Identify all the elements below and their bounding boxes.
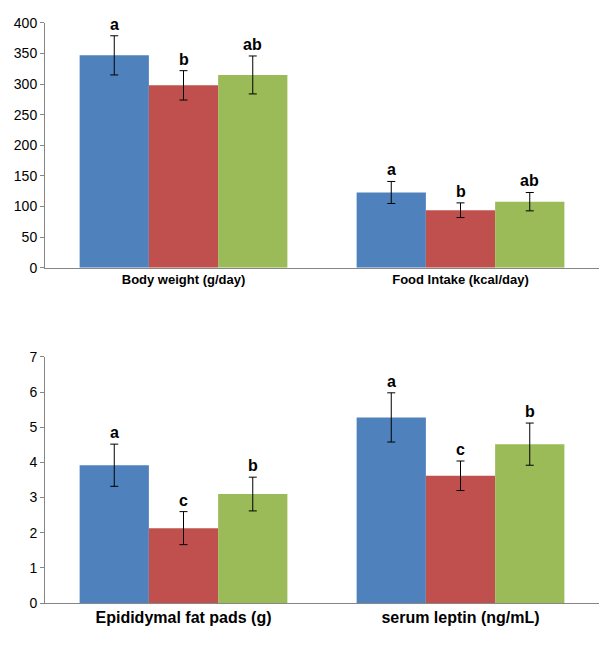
svg-text:250: 250 [14, 107, 38, 123]
svg-text:50: 50 [22, 229, 38, 245]
svg-text:7: 7 [29, 349, 37, 365]
svg-text:6: 6 [29, 384, 37, 400]
svg-text:b: b [525, 403, 535, 420]
svg-text:150: 150 [14, 168, 38, 184]
svg-text:350: 350 [14, 45, 38, 61]
svg-text:400: 400 [14, 15, 38, 31]
svg-text:4: 4 [29, 454, 37, 470]
svg-text:ab: ab [520, 172, 539, 189]
svg-text:0: 0 [29, 595, 37, 611]
svg-text:5: 5 [29, 419, 37, 435]
svg-text:300: 300 [14, 76, 38, 92]
svg-text:a: a [387, 373, 396, 390]
svg-text:1: 1 [29, 560, 37, 576]
svg-text:b: b [456, 183, 466, 200]
svg-text:c: c [179, 492, 188, 509]
svg-text:Epididymal fat pads (g): Epididymal fat pads (g) [95, 609, 271, 626]
svg-text:a: a [387, 161, 396, 178]
svg-text:serum leptin (ng/mL): serum leptin (ng/mL) [381, 609, 539, 626]
svg-text:Food Intake (kcal/day): Food Intake (kcal/day) [392, 272, 529, 287]
svg-text:Body weight (g/day): Body weight (g/day) [122, 272, 246, 287]
svg-text:0: 0 [29, 260, 37, 276]
svg-text:2: 2 [29, 525, 37, 541]
svg-text:100: 100 [14, 198, 38, 214]
svg-text:a: a [110, 424, 119, 441]
svg-text:3: 3 [29, 489, 37, 505]
svg-text:a: a [110, 16, 119, 33]
svg-text:c: c [456, 441, 465, 458]
svg-text:200: 200 [14, 137, 38, 153]
svg-text:ab: ab [243, 36, 262, 53]
svg-text:b: b [248, 457, 258, 474]
svg-text:b: b [179, 51, 189, 68]
